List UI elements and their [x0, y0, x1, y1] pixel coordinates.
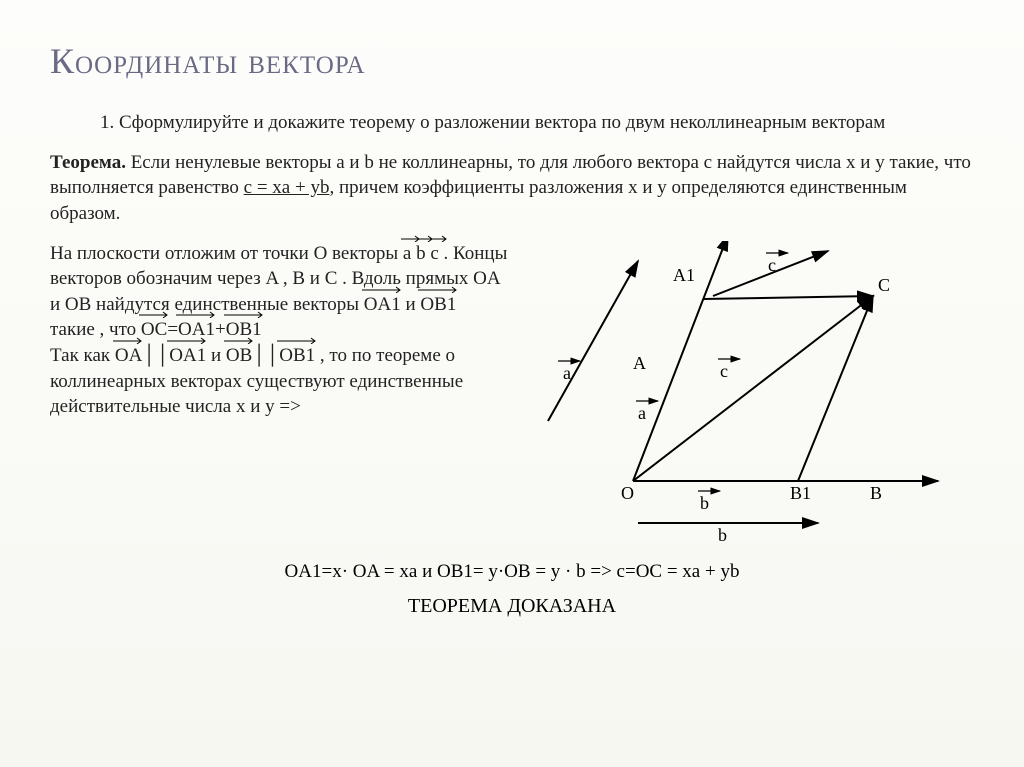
proof-and-2: и — [211, 345, 226, 366]
diagram-svg: a c a — [518, 241, 958, 541]
conclusion-line: OA1=x· OA = xa и OB1= y·OB = y · b => c=… — [50, 557, 974, 587]
vector-ob1-3: OB1 — [279, 343, 315, 369]
vec-a-label: a — [403, 243, 411, 264]
label-B: B — [870, 483, 882, 503]
slide: Координаты вектора 1. Сформулируйте и до… — [0, 0, 1024, 767]
vec-oc-label: OC — [141, 319, 167, 340]
vec-oa1-label-3: OA1 — [169, 345, 206, 366]
label-C: C — [878, 275, 890, 295]
vector-c: c — [430, 241, 438, 267]
parallel-2: ││ — [252, 345, 279, 366]
arrow-over-icon — [224, 336, 254, 344]
label-b-inner: b — [700, 493, 709, 513]
vector-ob: OB — [226, 343, 252, 369]
label-B1: B1 — [790, 483, 811, 503]
theorem-equation: c = xa + yb — [244, 177, 330, 198]
vector-oa1-3: OA1 — [169, 343, 206, 369]
arrow-over-icon — [139, 310, 169, 318]
arrow-over-icon — [418, 285, 458, 293]
vector-diagram: a c a — [518, 241, 974, 541]
qed-line: ТЕОРЕМА ДОКАЗАНА — [50, 595, 974, 618]
label-A: A — [633, 353, 646, 373]
vec-ob1-label-3: OB1 — [279, 345, 315, 366]
vec-b-label: b — [416, 243, 426, 264]
theorem-text: Теорема. Если ненулевые векторы a и b не… — [50, 150, 974, 227]
label-A1: A1 — [673, 265, 695, 285]
label-b-outer: b — [718, 525, 727, 541]
label-a-outer: a — [563, 363, 571, 383]
body-row: На плоскости отложим от точки O векторы … — [50, 241, 974, 541]
proof-text: На плоскости отложим от точки O векторы … — [50, 241, 510, 541]
parallel-1: ││ — [142, 345, 169, 366]
arrow-over-icon — [167, 336, 207, 344]
vector-b: b — [416, 241, 426, 267]
vector-oc: OC — [141, 317, 167, 343]
vec-ob-label: OB — [226, 345, 252, 366]
proof-and-1: и — [406, 294, 421, 315]
arrow-over-icon — [362, 285, 402, 293]
proof-3a: Так как — [50, 345, 115, 366]
vector-a: a — [403, 241, 411, 267]
question-text: 1. Сформулируйте и докажите теорему о ра… — [100, 110, 974, 136]
arrow-over-icon — [277, 336, 317, 344]
arrow-over-icon — [113, 336, 143, 344]
vector-ob1: OB1 — [420, 292, 456, 318]
vector-oa: OA — [115, 343, 142, 369]
label-a-inner: a — [638, 403, 646, 423]
label-c-top: c — [768, 255, 776, 275]
label-c-inner: c — [720, 361, 728, 381]
vec-oa1-label: OA1 — [364, 294, 401, 315]
vector-oa1: OA1 — [364, 292, 401, 318]
vec-ob1-label: OB1 — [420, 294, 456, 315]
proof-1a: На плоскости отложим от точки O векторы — [50, 243, 403, 264]
page-title: Координаты вектора — [50, 40, 974, 82]
arrow-over-icon — [428, 234, 448, 242]
vec-oa-label: OA — [115, 345, 142, 366]
label-O: O — [621, 483, 634, 503]
vec-c-label: c — [430, 243, 438, 264]
theorem-label: Теорема. — [50, 152, 126, 173]
arrow-over-icon — [176, 310, 216, 318]
arrow-over-icon — [224, 310, 264, 318]
